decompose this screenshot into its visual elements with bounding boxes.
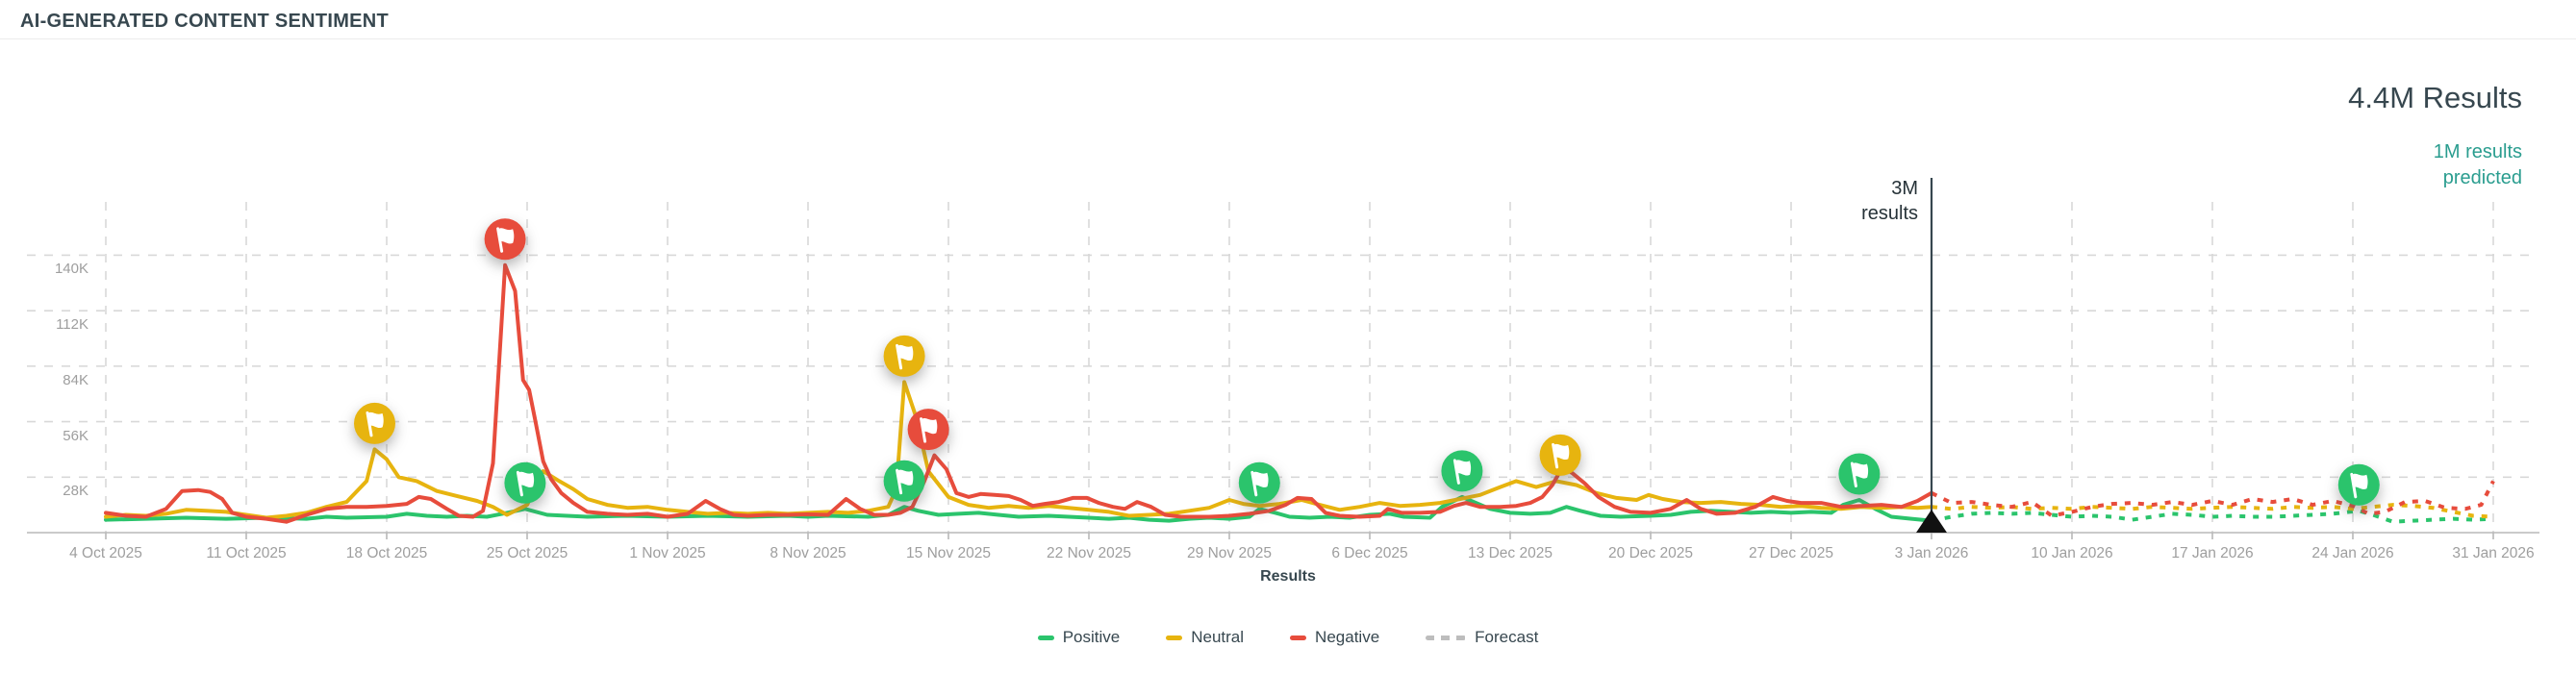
x-tick-label: 3 Jan 2026 <box>1894 545 1969 561</box>
flag-icon <box>2350 472 2368 499</box>
y-tick-label: 56K <box>63 427 88 444</box>
x-tick-label: 6 Dec 2025 <box>1331 545 1408 561</box>
x-tick-label: 31 Jan 2026 <box>2452 545 2535 561</box>
x-tick-label: 8 Nov 2025 <box>770 545 846 561</box>
legend-item-positive[interactable]: Positive <box>1037 628 1121 647</box>
legend-item-neutral[interactable]: Neutral <box>1166 628 1244 647</box>
y-tick-label: 84K <box>63 371 88 388</box>
x-tick-label: 25 Oct 2025 <box>486 545 568 561</box>
x-tick-label: 15 Nov 2025 <box>906 545 991 561</box>
series-line-neutral <box>104 380 2494 520</box>
x-tick-label: 29 Nov 2025 <box>1187 545 1272 561</box>
flag-icon <box>1250 470 1269 497</box>
threshold-results-label: 3M results <box>1861 178 1918 224</box>
flag-icon <box>1552 442 1570 469</box>
flag-icon <box>920 417 938 443</box>
x-tick-label: 18 Oct 2025 <box>345 545 428 561</box>
event-flag-badge[interactable] <box>1238 461 1280 504</box>
event-flag-badge[interactable] <box>2337 463 2380 506</box>
widget-title: AI-GENERATED CONTENT SENTIMENT <box>20 11 390 32</box>
series-forecast-positive <box>1931 509 2494 524</box>
event-flag-badge[interactable] <box>1838 453 1881 495</box>
flag-icon <box>896 343 914 370</box>
series-forecast-negative <box>1931 480 2495 518</box>
threshold-triangle-marker <box>1916 510 1947 533</box>
x-tick-label: 17 Jan 2026 <box>2171 545 2254 561</box>
predicted-results-label: 1M results predicted <box>2433 141 2522 188</box>
y-tick-label: 28K <box>63 483 88 500</box>
flag-icon <box>366 411 384 437</box>
event-flag-badge[interactable] <box>504 461 546 504</box>
x-tick-label: 11 Oct 2025 <box>206 545 287 561</box>
x-tick-label: 22 Nov 2025 <box>1047 545 1131 561</box>
x-tick-label: 10 Jan 2026 <box>2031 545 2113 561</box>
legend-label: Positive <box>1062 628 1121 646</box>
legend: Positive Neutral Negative Forecast <box>0 628 2576 647</box>
x-tick-label: 24 Jan 2026 <box>2311 545 2394 561</box>
legend-label: Negative <box>1315 628 1380 646</box>
series-line-negative <box>104 262 2495 524</box>
event-flag-badge[interactable] <box>1539 434 1581 476</box>
divider <box>0 38 2576 39</box>
x-tick-label: 1 Nov 2025 <box>629 545 706 561</box>
event-flag-badge[interactable] <box>354 402 395 444</box>
legend-label: Forecast <box>1475 628 1539 646</box>
legend-item-forecast[interactable]: Forecast <box>1426 628 1538 647</box>
event-flag-badge[interactable] <box>883 460 925 502</box>
y-tick-label: 140K <box>54 261 88 278</box>
event-flag-badge[interactable] <box>883 335 925 377</box>
flag-icon <box>896 468 914 495</box>
flag-icon <box>516 470 535 497</box>
x-tick-label: 13 Dec 2025 <box>1468 545 1553 561</box>
forecast-dashed-swatch-icon <box>1426 635 1467 640</box>
event-flag-badge[interactable] <box>484 218 526 261</box>
threshold-line <box>1916 178 1947 533</box>
legend-label: Neutral <box>1191 628 1245 646</box>
event-flag-badge[interactable] <box>1441 450 1483 492</box>
flag-icon <box>1850 461 1869 487</box>
x-axis-title: Results <box>1260 568 1316 585</box>
series-line-positive <box>104 494 2494 524</box>
flag-icon <box>1452 459 1472 485</box>
x-tick-label: 20 Dec 2025 <box>1608 545 1693 561</box>
y-tick-label: 112K <box>56 316 88 334</box>
positive-swatch-icon <box>1037 635 1054 640</box>
legend-item-negative[interactable]: Negative <box>1290 628 1379 647</box>
event-flag-badge[interactable] <box>907 409 949 451</box>
neutral-swatch-icon <box>1166 635 1183 640</box>
negative-swatch-icon <box>1290 635 1307 640</box>
x-axis <box>27 532 2539 539</box>
x-tick-label: 27 Dec 2025 <box>1749 545 1833 561</box>
x-tick-label: 4 Oct 2025 <box>69 545 142 561</box>
total-results-label: 4.4M Results <box>2348 81 2522 114</box>
flag-icon <box>496 227 515 253</box>
